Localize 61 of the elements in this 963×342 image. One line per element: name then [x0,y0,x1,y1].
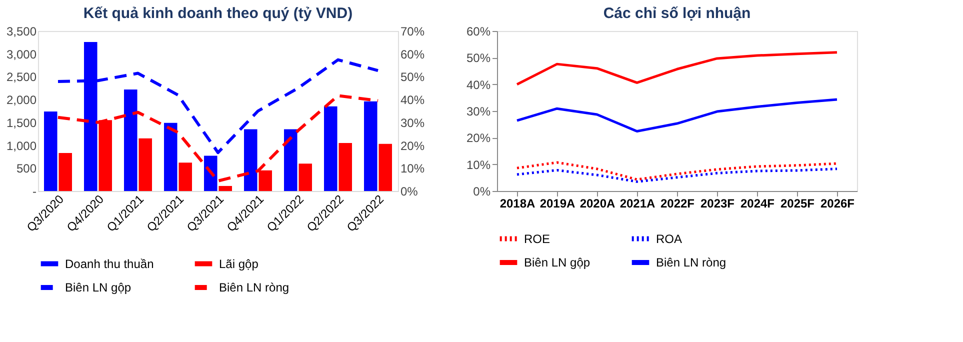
bar [204,156,218,191]
y-tick-label: 0% [473,184,491,198]
bar [338,143,352,191]
y-tick-label: 10% [466,158,491,172]
line-series [516,98,838,133]
y-tick-label: 50% [466,51,491,66]
y2-tick-label: 40% [400,93,425,108]
x-tick-label: 2023F [700,196,735,210]
bar [58,153,72,191]
x-tick-label: 2024F [740,196,775,210]
legend-label: Biên LN gộp [524,256,590,270]
y-tick-label: 1,000 [6,138,37,153]
y-tick-label: 3,000 [6,47,37,62]
line-series [516,51,838,86]
x-tick-label: 2026F [820,196,855,210]
bar [364,101,378,191]
bar [378,144,392,191]
y2-tick-label: 30% [400,116,425,130]
x-tick-label: 2019A [540,196,576,210]
line-series [516,168,838,183]
y-tick-label: 2,500 [6,70,37,84]
bar [178,162,192,191]
x-tick-label: 2021A [620,196,656,210]
y-tick-label: 30% [466,104,491,118]
legend-label: Biên LN ròng [656,256,726,270]
y-tick-label: 60% [466,24,491,38]
legend-label: Biên LN gộp [65,280,132,294]
chart-title: Kết quả kinh doanh theo quý (tỷ VND) [83,5,353,22]
y-tick-label: - [32,184,36,198]
y-tick-label: 1,500 [6,116,37,130]
bar [284,129,298,191]
y-tick-label: 2,000 [6,93,37,108]
bar [324,106,338,191]
y2-tick-label: 10% [400,162,425,176]
y2-tick-label: 0% [400,184,418,198]
x-tick-label: 2020A [580,196,616,210]
legend-label: ROE [524,232,550,246]
x-tick-label: 2022F [660,196,695,210]
bar [218,186,232,191]
y2-tick-label: 60% [400,47,425,62]
y-tick-label: 20% [466,131,491,146]
y2-tick-label: 50% [400,70,425,84]
legend-label: Lãi gộp [219,256,259,271]
bar [164,122,178,191]
legend-label: Biên LN ròng [219,280,290,294]
line-series [516,161,838,181]
y-tick-label: 40% [466,78,491,92]
y-tick-label: 3,500 [6,24,37,38]
bar [298,164,312,191]
chart-title: Các chỉ số lợi nhuận [603,5,751,22]
x-tick-label: 2025F [780,196,815,210]
bar [44,111,58,191]
x-tick-label: 2018A [500,196,536,210]
y-tick-label: 500 [16,162,37,176]
y2-tick-label: 70% [400,24,425,38]
legend-label: ROA [656,232,682,246]
legend-label: Doanh thu thuần [65,256,154,271]
y2-tick-label: 20% [400,138,425,153]
bar [244,129,258,191]
bar [138,138,152,191]
bar [124,90,138,191]
